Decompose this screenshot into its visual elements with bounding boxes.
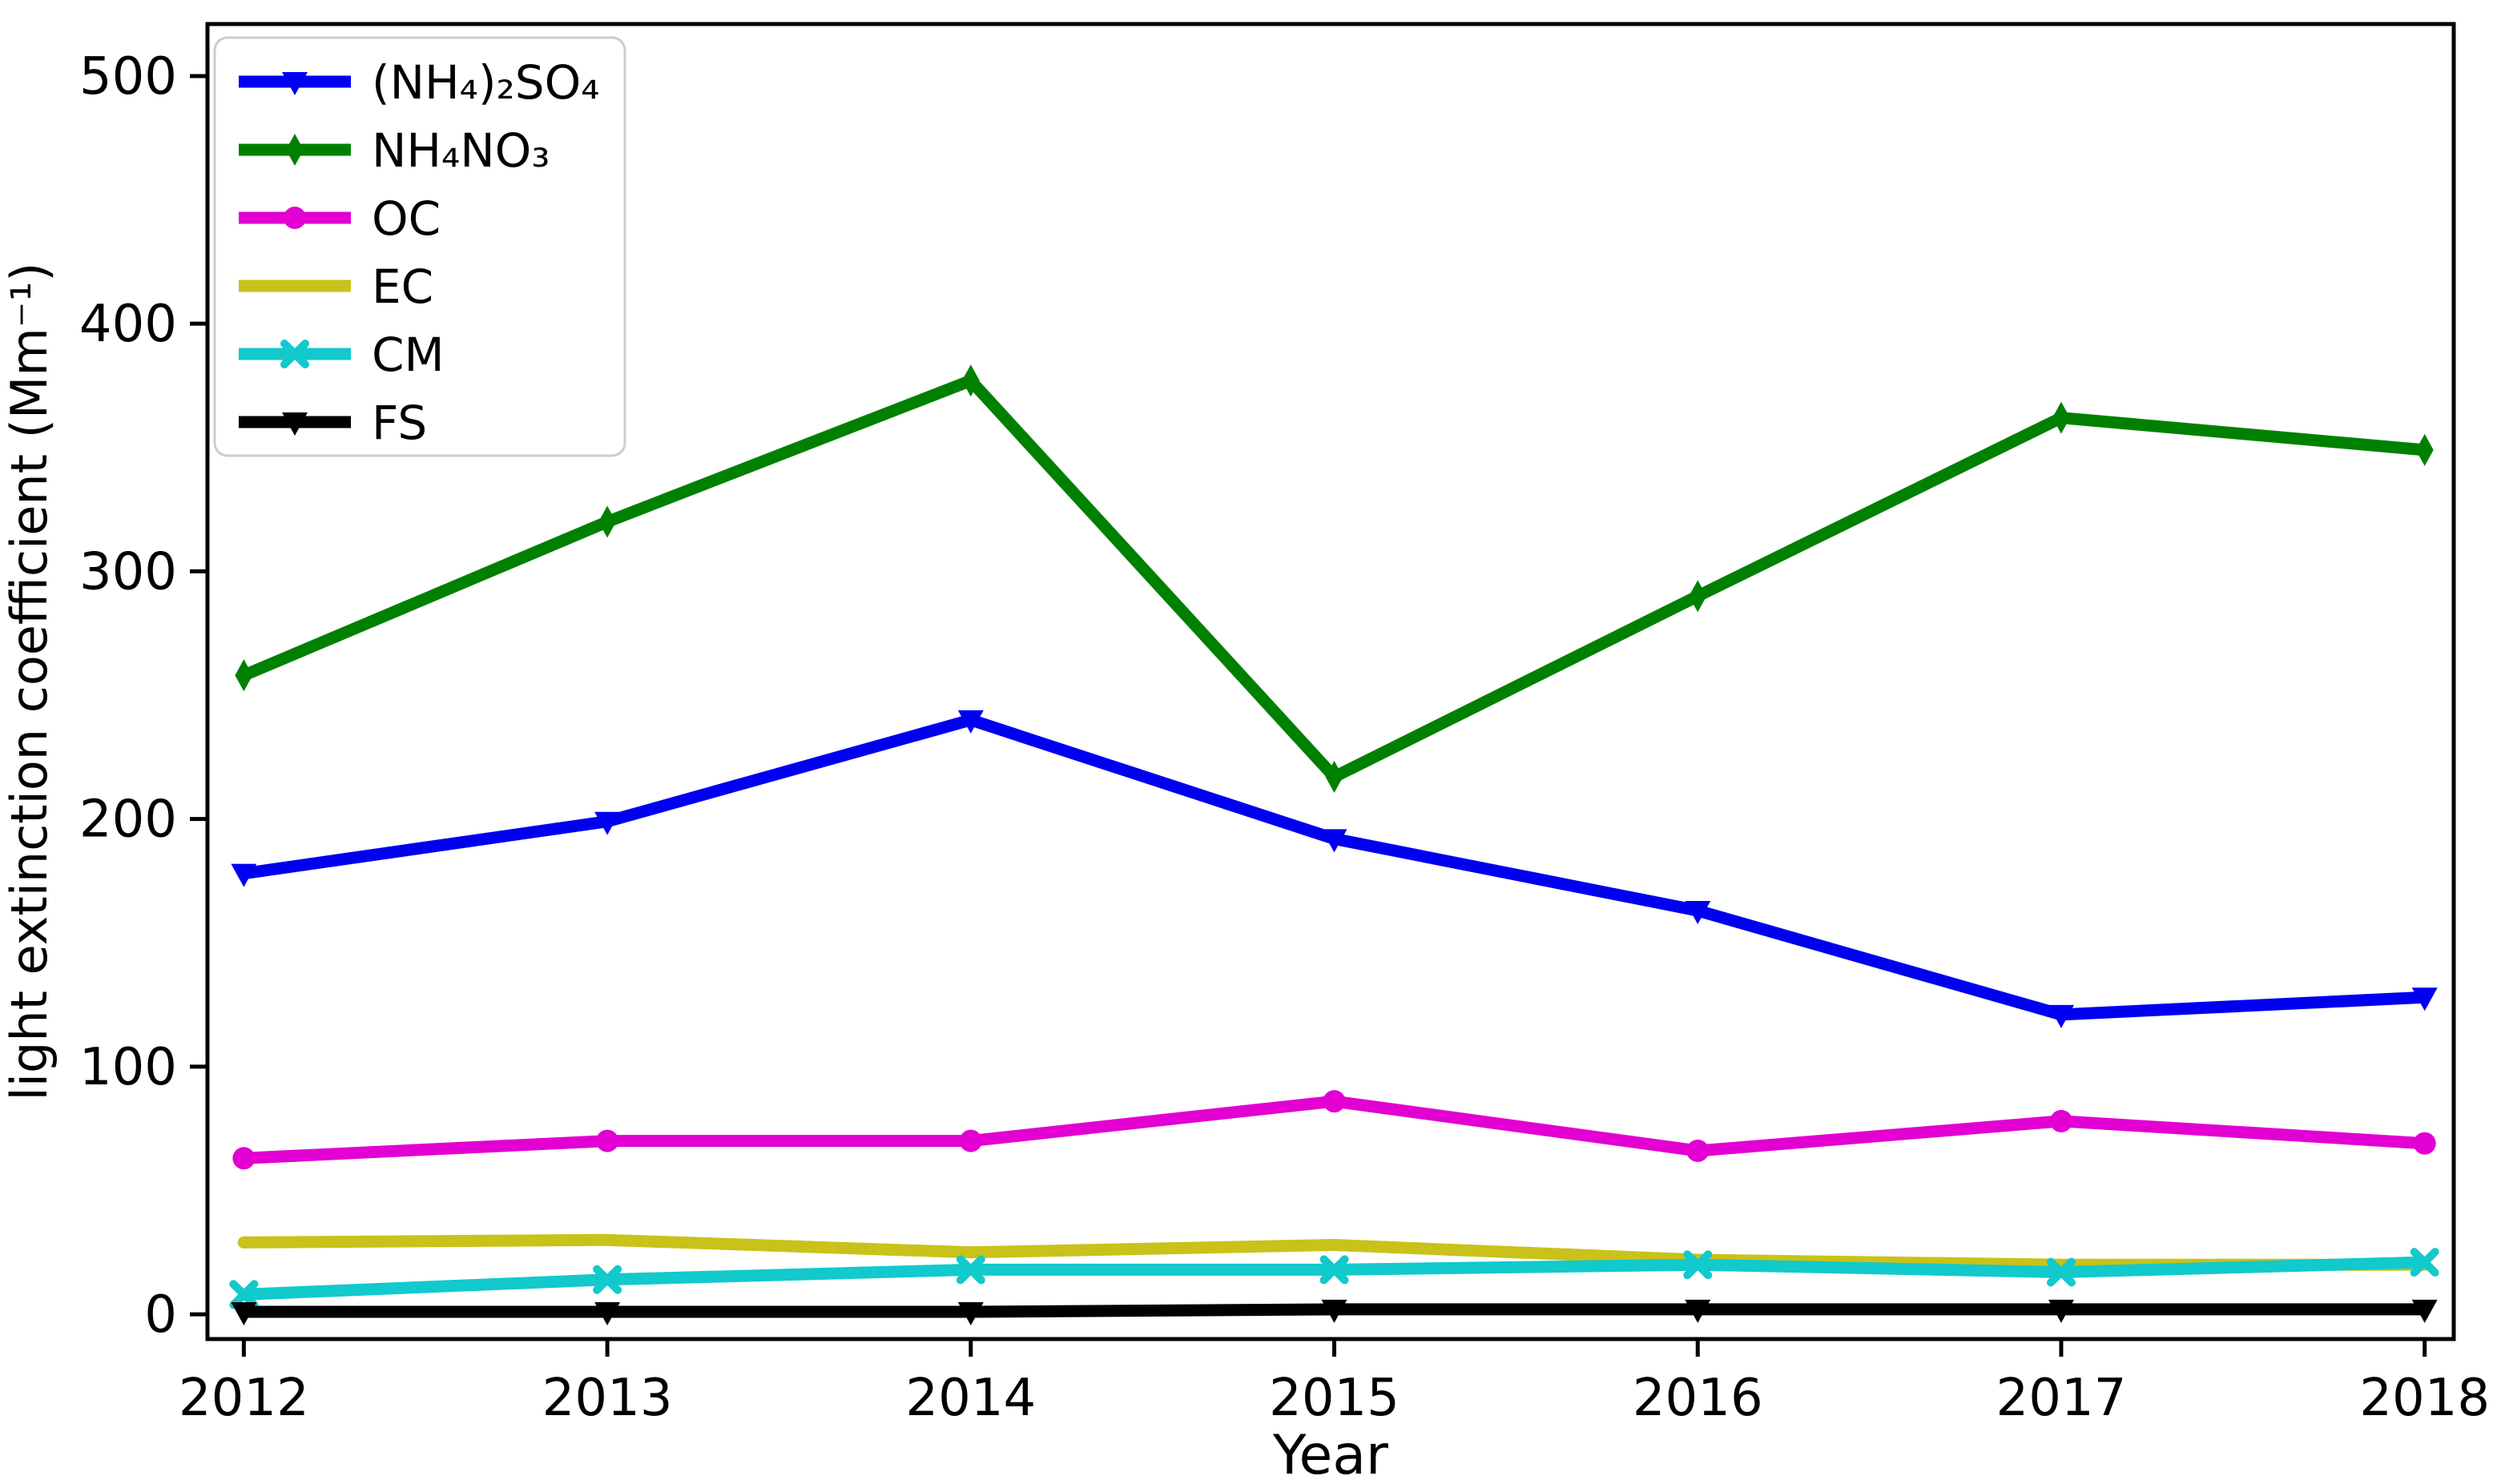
legend-entry-nh42so4: (NH₄)₂SO₄ [239,55,599,110]
x-tick-label: 2017 [1996,1369,2127,1428]
triangle-down-marker [2048,1299,2074,1323]
legend-label: FS [372,396,427,450]
y-tick-label: 400 [79,295,177,354]
legend-label: (NH₄)₂SO₄ [372,55,599,110]
x-axis-title: Year [1272,1424,1388,1484]
y-axis-title: light extinction coefficient (Mm⁻¹) [0,263,58,1101]
triangle-down-marker [957,710,984,734]
circle-marker [284,207,306,229]
circle-marker [596,1129,619,1152]
x-tick-label: 2016 [1633,1369,1763,1428]
diamond-marker [1325,761,1343,794]
diamond-marker [2415,433,2434,466]
series-ec [237,1233,2431,1271]
triangle-down-marker [1685,1299,1711,1323]
y-axis: 0 100 200 300 400 500 [79,47,207,1345]
x-axis: 2012 2013 2014 2015 2016 2017 2018 [179,1339,2490,1428]
diamond-marker [961,364,980,397]
triangle-down-marker [282,72,308,95]
triangle-down-marker [1685,901,1711,925]
legend-entry-nh4no3: NH₄NO₃ [239,123,550,178]
circle-marker [1686,1139,1710,1162]
series-oc [232,1090,2436,1170]
diamond-marker [235,659,253,692]
triangle-down-marker [1321,1299,1347,1323]
circle-marker [959,1129,982,1152]
y-tick-label: 500 [79,47,177,107]
x-marker [229,1280,259,1309]
triangle-down-marker [957,1301,984,1325]
y-tick-label: 300 [79,542,177,601]
series-group [229,364,2439,1325]
legend-label: OC [372,191,441,246]
triangle-down-marker [1321,829,1347,853]
x-tick-label: 2015 [1269,1369,1400,1428]
triangle-down-marker [231,863,257,887]
legend-label: CM [372,328,445,382]
diamond-marker [2052,401,2070,434]
legend-entry-fs: FS [239,396,427,450]
triangle-down-marker [594,811,621,835]
series-fs [231,1299,2438,1325]
circle-marker [232,1147,256,1170]
y-tick-label: 200 [79,790,177,850]
legend-entry-cm: CM [239,328,445,382]
series-nh4no3 [235,364,2434,794]
y-tick-label: 0 [144,1285,177,1345]
series-nh42so4 [231,710,2438,1028]
x-marker [280,340,309,368]
x-marker [2410,1248,2439,1277]
triangle-down-marker [2048,1004,2074,1028]
y-tick-label: 100 [79,1038,177,1097]
triangle-down-marker [282,412,308,436]
triangle-down-marker [231,1301,257,1325]
legend-entry-oc: OC [239,191,441,246]
x-tick-label: 2013 [542,1369,673,1428]
diamond-marker [598,505,617,538]
x-marker [956,1255,985,1285]
circle-marker [2049,1109,2072,1132]
triangle-down-marker [594,1301,621,1325]
series-cm [229,1248,2439,1309]
diamond-marker [1689,580,1707,613]
x-marker [593,1265,622,1294]
triangle-down-marker [2411,1299,2438,1323]
triangle-down-marker [2411,987,2438,1011]
diamond-marker [286,134,304,166]
x-marker [2046,1257,2076,1287]
legend: (NH₄)₂SO₄ NH₄NO₃ OC EC CM FS [213,36,626,457]
legend-entry-ec: EC [239,259,433,314]
legend-label: EC [372,259,433,314]
x-tick-label: 2018 [2359,1369,2490,1428]
x-tick-label: 2014 [905,1369,1036,1428]
circle-marker [2413,1132,2436,1155]
series-ec-line [237,1233,2431,1271]
x-marker [1683,1250,1713,1280]
circle-marker [1323,1090,1346,1113]
x-marker [1319,1255,1349,1285]
legend-label: NH₄NO₃ [372,123,550,178]
x-tick-label: 2012 [179,1369,309,1428]
